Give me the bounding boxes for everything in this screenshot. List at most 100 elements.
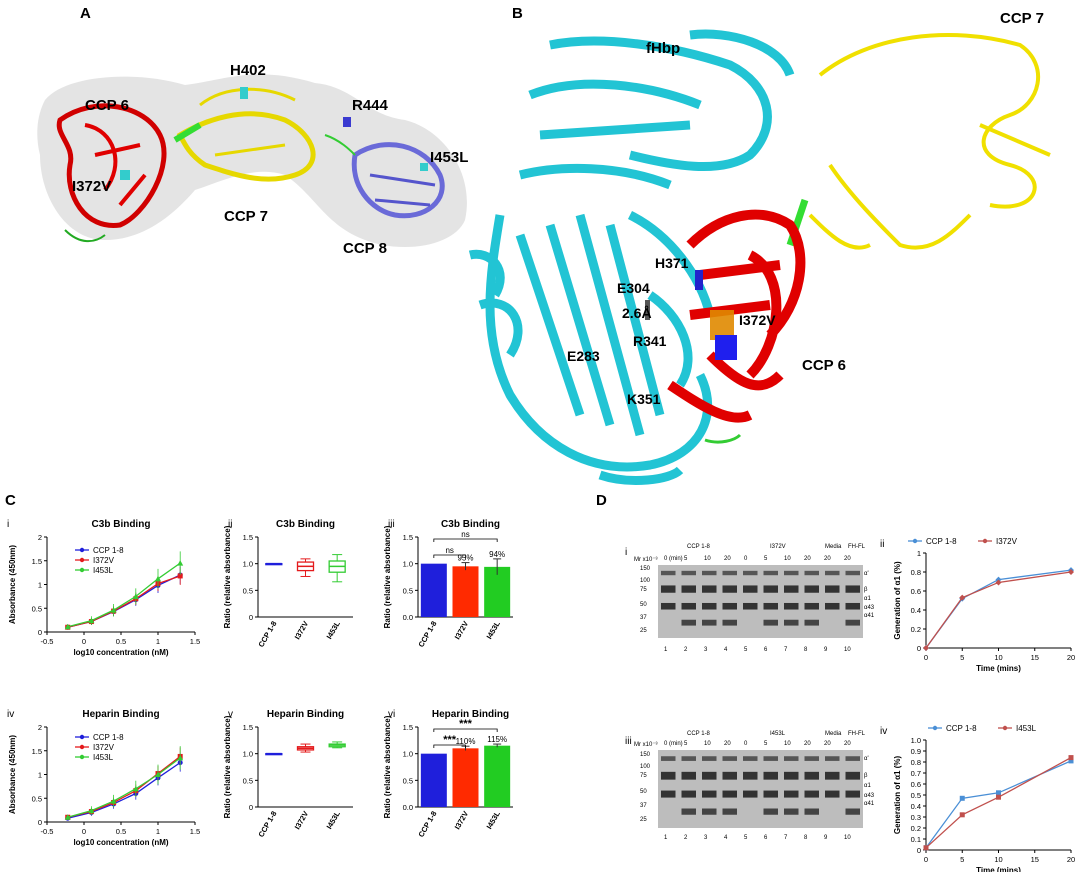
gel-iii-lanes-item: 2	[684, 835, 688, 841]
gel-iii-image	[658, 750, 863, 828]
label-distance: 2.6Å	[622, 305, 652, 321]
x-category-label: I372V	[453, 810, 471, 831]
data-point	[1068, 755, 1074, 761]
chart-title: Heparin Binding	[432, 709, 509, 720]
data-point	[177, 573, 183, 579]
y-tick-label: 0.5	[243, 586, 253, 595]
x-category-label: I372V	[293, 620, 311, 641]
gel-iii-lane-numbers: 1 2 3 4 5 6 7 8 9 10	[660, 835, 860, 843]
gel-iii-mw-item: 37	[640, 803, 647, 810]
roman-label: vi	[388, 709, 395, 720]
gel-band	[784, 771, 799, 780]
y-tick-label: 0.4	[911, 802, 921, 811]
y-axis-label: Generation of α1 (%)	[893, 756, 902, 835]
y-tick-label: 0	[917, 846, 921, 855]
data-point	[996, 794, 1001, 800]
x-tick-label: 0	[924, 855, 928, 864]
significance-bracket	[433, 728, 498, 732]
y-tick-label: 1.5	[403, 533, 413, 542]
data-point	[155, 575, 161, 582]
y-tick-label: 0.1	[911, 835, 921, 844]
gel-iii-times-item: 20	[824, 741, 831, 747]
gel-i-mw-item: 100	[640, 578, 651, 585]
gel-iii-lanes-item: 3	[704, 835, 708, 841]
gel-band	[722, 602, 737, 610]
gel-band	[845, 771, 860, 780]
bar-annotation: 94%	[489, 550, 505, 559]
data-point	[177, 560, 184, 566]
x-axis-label: Time (mins)	[976, 866, 1021, 872]
y-tick-label: 1	[917, 549, 921, 558]
y-tick-label: 1.5	[403, 723, 413, 732]
legend-marker	[79, 547, 85, 553]
gel-i-times-item: 0 (min)	[664, 556, 683, 562]
x-tick-label: 20	[1067, 855, 1075, 864]
legend-label: I453L	[93, 566, 114, 575]
gel-band	[661, 602, 676, 610]
gel-band	[702, 790, 717, 798]
label-i372v-b: I372V	[739, 312, 776, 328]
gel-band	[661, 756, 676, 761]
y-tick-label: 0.5	[403, 776, 413, 785]
gel-band	[722, 790, 737, 798]
y-tick-label: 0.4	[911, 606, 921, 615]
gel-iii-label: iii	[625, 736, 632, 747]
y-tick-label: 0.5	[32, 794, 42, 803]
gel-band	[681, 756, 696, 761]
x-category-label: I453L	[325, 619, 343, 640]
gel-band	[681, 602, 696, 610]
x-tick-label: 20	[1067, 653, 1075, 662]
gel-i-times-item: 0	[744, 556, 748, 562]
gel-iii-lanes-item: 6	[764, 835, 768, 841]
gel-i-lanes-item: 6	[764, 647, 768, 653]
gel-iii-mw-item: 50	[640, 789, 647, 795]
legend-label: I372V	[93, 556, 115, 565]
chart-c3b-binding-ratio-box: ii C3b Binding 0 0.5 1.0 1.5 Ratio (relative a…	[223, 519, 353, 649]
gel-iii-group-3: Media	[825, 731, 842, 737]
x-tick-label: 1	[156, 827, 160, 836]
label-h402: H402	[230, 62, 266, 79]
y-tick-label: 1.5	[32, 747, 42, 756]
y-axis-label: Ratio (relative absorbance)	[383, 715, 392, 818]
data-point	[959, 594, 966, 601]
y-tick-label: 1.0	[403, 750, 413, 759]
gel-iii-lanes-item: 1	[664, 835, 668, 841]
gel-band	[681, 790, 696, 798]
gel-band	[722, 619, 737, 626]
gel-band	[743, 585, 758, 593]
gel-band	[804, 585, 819, 593]
gel-iii-times-item: 10	[784, 741, 791, 747]
series-line	[67, 575, 181, 628]
gel-i-lanes-item: 4	[724, 647, 728, 653]
gel-band	[804, 619, 819, 626]
data-point	[923, 845, 929, 851]
data-point	[132, 593, 139, 599]
gel-iii-times-item: 20	[804, 741, 811, 747]
gel-band	[702, 808, 717, 815]
panel-letter-c: C	[5, 492, 16, 509]
ccp678-structure-illustration	[37, 74, 467, 248]
gel-band	[804, 756, 819, 761]
gel-band	[661, 585, 676, 593]
gel-band	[661, 771, 676, 780]
y-tick-label: 0	[249, 803, 253, 812]
y-tick-label: 1	[38, 771, 42, 780]
chart-alpha1-generation-i453l: iv 0 0.1 0.2 0.3 0.4 0.5 0.6 0.7 0.8 0.9 1.0 0 5 10 15 2…	[880, 724, 1075, 872]
gel-iii-group-4: FH-FL	[848, 731, 865, 737]
gel-i-lanes-item: 1	[664, 647, 668, 653]
gel-band	[681, 771, 696, 780]
data-point	[1068, 758, 1074, 764]
significance-bracket	[433, 538, 498, 542]
y-tick-label: 0.2	[911, 625, 921, 634]
gel-i-times-item: 5	[684, 556, 688, 562]
gel-iii-bands-item: α43	[864, 792, 875, 799]
y-tick-label: 1	[38, 581, 42, 590]
gel-band	[763, 585, 778, 593]
y-tick-label: 0.8	[911, 758, 921, 767]
chart-heparin-binding-ratio-box: v Heparin Binding 0 0.5 1.0 1.5 Ratio (relativ…	[223, 709, 353, 839]
gel-i-bands-item: α41	[864, 613, 875, 620]
y-tick-label: 1.0	[403, 560, 413, 569]
gel-i-group-4: FH-FL	[848, 544, 865, 550]
